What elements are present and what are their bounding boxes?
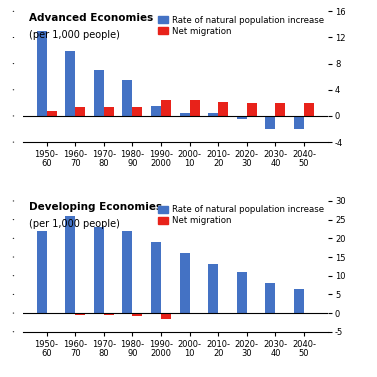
Text: 10: 10: [184, 159, 195, 168]
Bar: [304, 313, 314, 314]
Bar: [208, 265, 218, 313]
Bar: [65, 216, 75, 313]
Bar: [179, 253, 190, 313]
Bar: [276, 313, 285, 314]
Text: 2040-: 2040-: [292, 150, 316, 159]
Bar: [123, 80, 132, 116]
Text: 1960-: 1960-: [63, 340, 87, 349]
Bar: [161, 100, 171, 116]
Bar: [46, 111, 57, 116]
Text: 50: 50: [299, 159, 310, 168]
Text: (per 1,000 people): (per 1,000 people): [29, 30, 120, 40]
Text: 70: 70: [70, 349, 80, 358]
Text: (per 1,000 people): (per 1,000 people): [29, 219, 120, 229]
Text: 2010-: 2010-: [206, 340, 230, 349]
Text: 2000-: 2000-: [178, 150, 202, 159]
Text: 2000-: 2000-: [178, 340, 202, 349]
Text: 1990-: 1990-: [149, 150, 173, 159]
Text: 2040-: 2040-: [292, 340, 316, 349]
Bar: [190, 100, 200, 116]
Text: Developing Economies: Developing Economies: [29, 202, 162, 212]
Bar: [75, 107, 85, 116]
Text: 1950-: 1950-: [35, 340, 58, 349]
Text: 1970-: 1970-: [92, 150, 116, 159]
Bar: [94, 227, 104, 313]
Bar: [190, 313, 200, 314]
Text: 20: 20: [213, 159, 224, 168]
Text: 30: 30: [242, 159, 252, 168]
Text: 30: 30: [242, 349, 252, 358]
Bar: [151, 106, 161, 116]
Bar: [294, 116, 304, 129]
Text: 10: 10: [184, 349, 195, 358]
Legend: Rate of natural population increase, Net migration: Rate of natural population increase, Net…: [158, 205, 324, 225]
Text: 40: 40: [270, 159, 281, 168]
Bar: [247, 103, 257, 116]
Bar: [237, 272, 247, 313]
Text: 2010-: 2010-: [206, 150, 230, 159]
Bar: [237, 116, 247, 119]
Text: 1970-: 1970-: [92, 340, 116, 349]
Text: 1960-: 1960-: [63, 150, 87, 159]
Bar: [218, 313, 228, 314]
Bar: [265, 283, 276, 313]
Text: 90: 90: [127, 349, 138, 358]
Bar: [247, 313, 257, 314]
Legend: Rate of natural population increase, Net migration: Rate of natural population increase, Net…: [158, 15, 324, 36]
Bar: [104, 107, 114, 116]
Bar: [132, 107, 143, 116]
Bar: [132, 313, 143, 316]
Bar: [37, 231, 46, 313]
Bar: [151, 242, 161, 313]
Bar: [65, 51, 75, 116]
Text: 1990-: 1990-: [149, 340, 173, 349]
Bar: [294, 289, 304, 313]
Bar: [37, 31, 46, 116]
Text: Advanced Economies: Advanced Economies: [29, 12, 153, 23]
Text: 2020-: 2020-: [235, 150, 259, 159]
Text: 70: 70: [70, 159, 80, 168]
Bar: [304, 103, 314, 116]
Text: 1980-: 1980-: [120, 150, 144, 159]
Text: 1980-: 1980-: [120, 340, 144, 349]
Text: 60: 60: [41, 159, 52, 168]
Text: 2020-: 2020-: [235, 340, 259, 349]
Text: 50: 50: [299, 349, 310, 358]
Text: 2000: 2000: [150, 159, 172, 168]
Text: 2030-: 2030-: [264, 150, 288, 159]
Bar: [265, 116, 276, 129]
Bar: [123, 231, 132, 313]
Text: 1950-: 1950-: [35, 150, 58, 159]
Bar: [104, 313, 114, 315]
Bar: [94, 70, 104, 116]
Text: 90: 90: [127, 159, 138, 168]
Bar: [208, 113, 218, 116]
Text: 80: 80: [98, 159, 109, 168]
Bar: [218, 101, 228, 116]
Text: 40: 40: [270, 349, 281, 358]
Bar: [276, 103, 285, 116]
Text: 60: 60: [41, 349, 52, 358]
Bar: [179, 113, 190, 116]
Text: 20: 20: [213, 349, 224, 358]
Bar: [46, 313, 57, 314]
Text: 80: 80: [98, 349, 109, 358]
Bar: [161, 313, 171, 319]
Text: 2000: 2000: [150, 349, 172, 358]
Bar: [75, 313, 85, 315]
Text: 2030-: 2030-: [264, 340, 288, 349]
